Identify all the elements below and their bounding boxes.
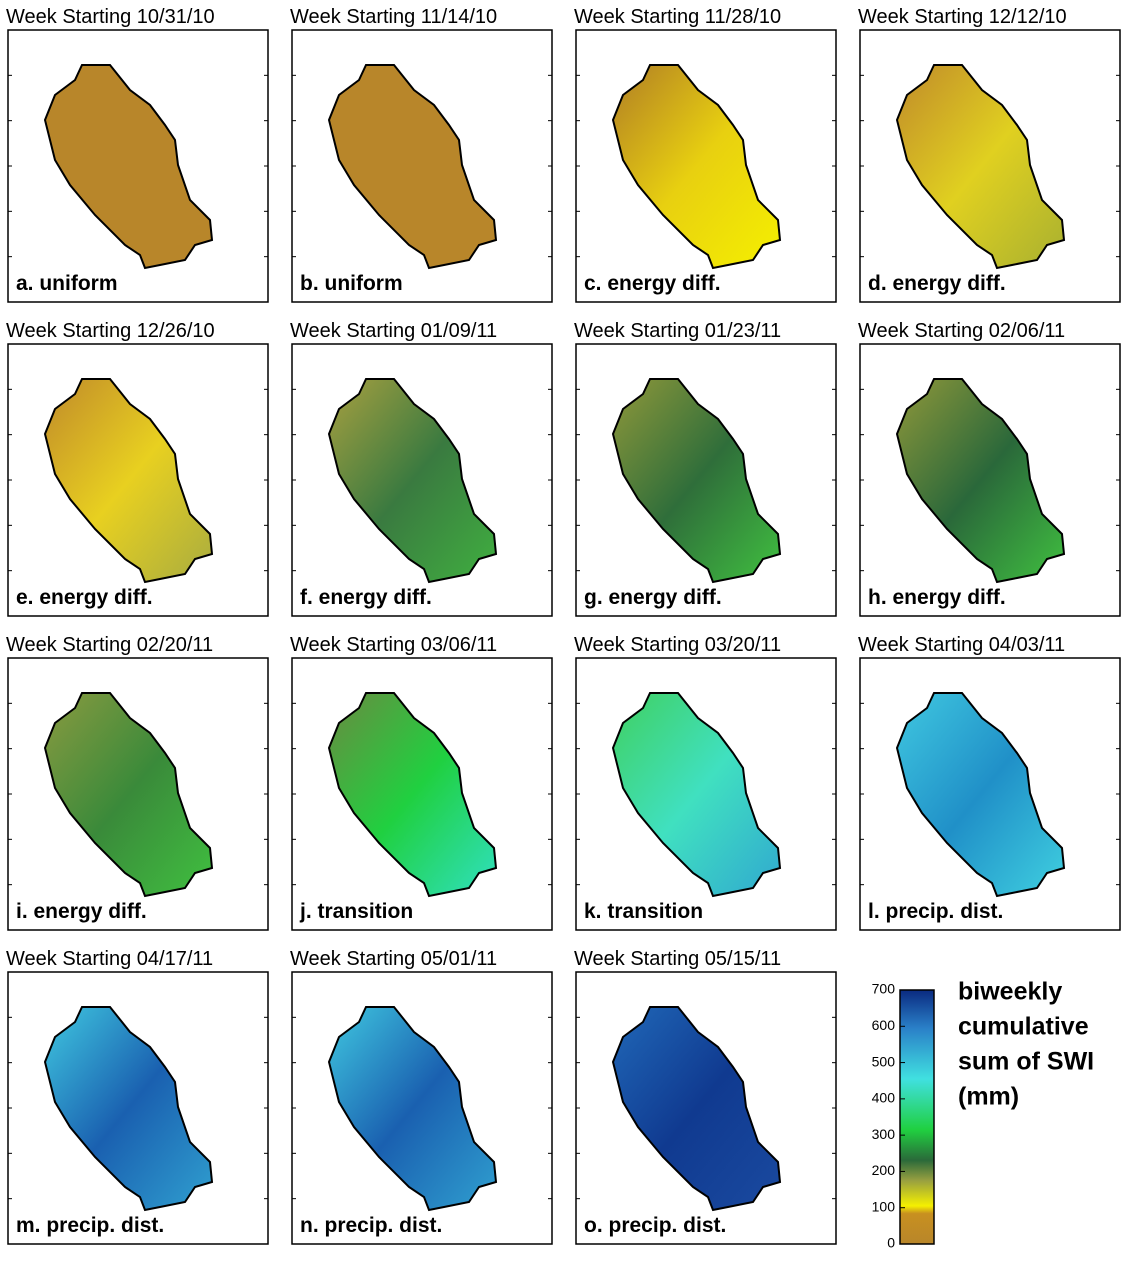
panel-title: Week Starting 04/03/11 (858, 634, 1065, 656)
panel-label: l. precip. dist. (868, 900, 1003, 923)
watershed-map (43, 378, 214, 584)
panel-title: Week Starting 01/23/11 (574, 320, 781, 342)
watershed-map (43, 64, 214, 270)
colorbar-label: (mm) (958, 1083, 1019, 1111)
watershed-map (895, 378, 1066, 584)
colorbar-tick-label: 0 (887, 1235, 895, 1251)
panel-title: Week Starting 12/26/10 (6, 320, 215, 342)
panel-label: c. energy diff. (584, 272, 721, 295)
watershed-map (327, 1006, 498, 1212)
panel-label: b. uniform (300, 272, 403, 295)
colorbar-label: cumulative (958, 1013, 1089, 1041)
panel-label: j. transition (299, 900, 413, 923)
colorbar-tick-label: 600 (872, 1017, 896, 1033)
watershed-map (327, 64, 498, 270)
panel-label: d. energy diff. (868, 272, 1006, 295)
colorbar-label: sum of SWI (958, 1048, 1094, 1076)
watershed-map (327, 692, 498, 898)
panel-title: Week Starting 02/20/11 (6, 634, 213, 656)
panel-title: Week Starting 02/06/11 (858, 320, 1065, 342)
panel-title: Week Starting 04/17/11 (6, 948, 213, 970)
panel-label: h. energy diff. (868, 586, 1006, 609)
colorbar-tick-label: 100 (872, 1198, 896, 1214)
watershed-map (327, 378, 498, 584)
panel-label: f. energy diff. (300, 586, 432, 609)
panel-title: Week Starting 10/31/10 (6, 6, 215, 28)
panel-label: i. energy diff. (16, 900, 147, 923)
panel-title: Week Starting 05/01/11 (290, 948, 497, 970)
colorbar-tick-label: 400 (872, 1090, 896, 1106)
watershed-map (895, 692, 1066, 898)
watershed-map (611, 1006, 782, 1212)
colorbar (899, 989, 935, 1245)
colorbar-tick-label: 200 (872, 1162, 896, 1178)
watershed-map (611, 64, 782, 270)
panel-label: e. energy diff. (16, 586, 153, 609)
panel-title: Week Starting 11/14/10 (290, 6, 497, 28)
panel-title: Week Starting 11/28/10 (574, 6, 781, 28)
panel-label: n. precip. dist. (300, 1214, 442, 1237)
panel-title: Week Starting 12/12/10 (858, 6, 1067, 28)
colorbar-label: biweekly (958, 978, 1062, 1006)
panel-title: Week Starting 05/15/11 (574, 948, 781, 970)
panel-label: m. precip. dist. (16, 1214, 164, 1237)
panel-label: o. precip. dist. (584, 1214, 726, 1237)
colorbar-tick-label: 500 (872, 1053, 896, 1069)
colorbar-tick-label: 700 (872, 981, 896, 997)
watershed-map (43, 692, 214, 898)
panel-label: g. energy diff. (584, 586, 722, 609)
panel-label: a. uniform (16, 272, 118, 295)
panel-title: Week Starting 03/06/11 (290, 634, 497, 656)
watershed-map (611, 378, 782, 584)
panel-title: Week Starting 03/20/11 (574, 634, 781, 656)
panel-title: Week Starting 01/09/11 (290, 320, 497, 342)
panel-label: k. transition (584, 900, 703, 923)
watershed-map (895, 64, 1066, 270)
watershed-map (611, 692, 782, 898)
colorbar-tick-label: 300 (872, 1126, 896, 1142)
watershed-map (43, 1006, 214, 1212)
